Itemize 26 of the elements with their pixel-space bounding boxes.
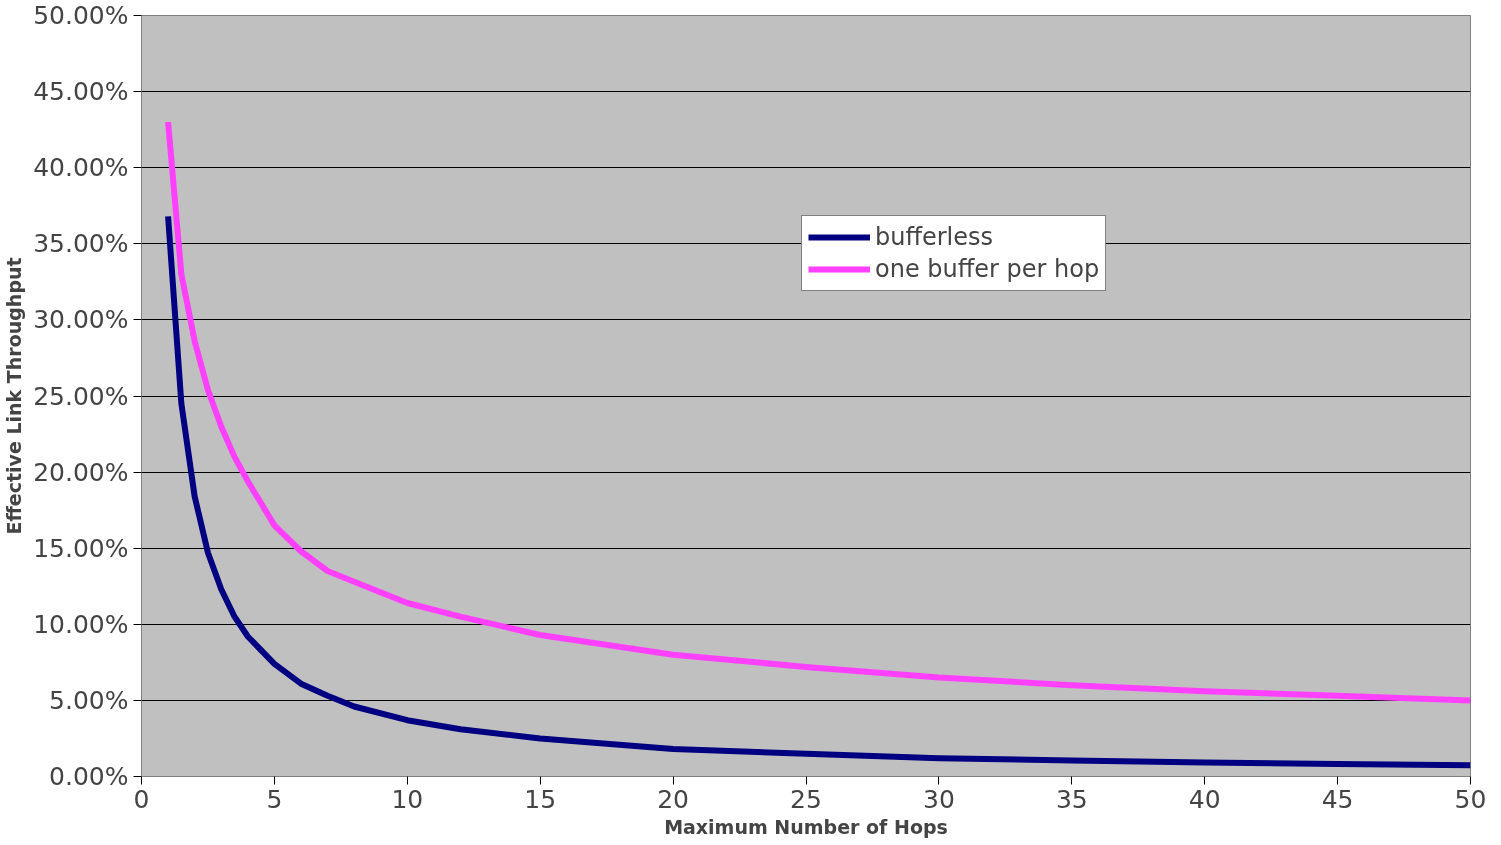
x-tick-label: 0	[133, 784, 150, 814]
x-tick-label: 10	[391, 784, 424, 814]
x-tick-label: 30	[922, 784, 955, 814]
y-tick-label: 15.00%	[33, 533, 129, 563]
x-tick-label: 20	[657, 784, 690, 814]
x-tick-label: 40	[1188, 784, 1221, 814]
y-tick-label: 20.00%	[33, 457, 129, 487]
y-tick-label: 45.00%	[33, 77, 129, 107]
y-tick-label: 10.00%	[33, 609, 129, 639]
y-tick-label: 25.00%	[33, 381, 129, 411]
x-tick-label: 45	[1321, 784, 1354, 814]
legend-label: one buffer per hop	[875, 255, 1100, 283]
x-tick-label: 35	[1055, 784, 1088, 814]
y-axis-title: Effective Link Throughput	[3, 257, 26, 535]
x-tick-label: 5	[266, 784, 283, 814]
y-tick-label: 0.00%	[49, 762, 129, 791]
y-tick-label: 40.00%	[33, 153, 129, 183]
y-tick-label: 50.00%	[33, 1, 129, 30]
x-tick-label: 25	[790, 784, 822, 814]
legend-label: bufferless	[875, 223, 994, 251]
y-tick-label: 35.00%	[33, 229, 129, 259]
x-tick-label: 50	[1454, 784, 1487, 814]
x-tick-label: 15	[524, 784, 557, 814]
y-tick-label: 30.00%	[33, 305, 129, 335]
y-tick-label: 5.00%	[49, 685, 129, 715]
x-axis-title: Maximum Number of Hops	[664, 815, 948, 838]
